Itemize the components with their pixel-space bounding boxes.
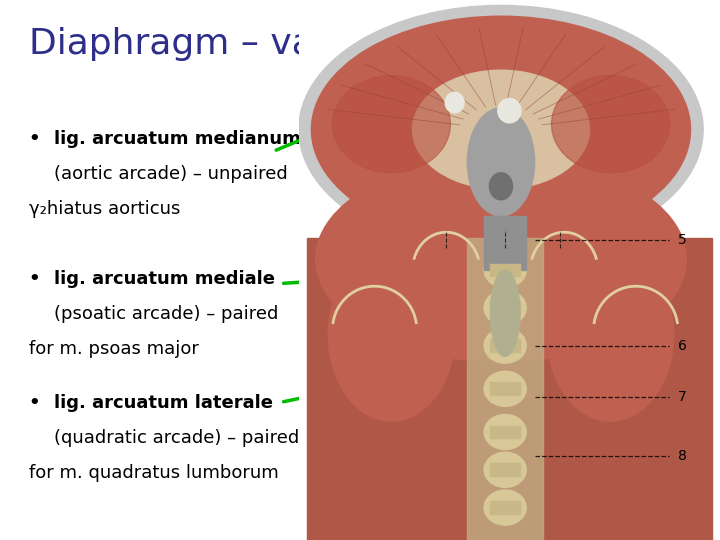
Ellipse shape: [547, 248, 674, 421]
Ellipse shape: [484, 453, 526, 487]
Ellipse shape: [333, 76, 451, 173]
Text: 7: 7: [678, 390, 687, 404]
Ellipse shape: [484, 372, 526, 406]
Polygon shape: [307, 238, 711, 540]
Bar: [490, 301, 520, 314]
Bar: [490, 426, 520, 438]
Text: (aortic arcade) – unpaired: (aortic arcade) – unpaired: [54, 165, 288, 183]
Text: lig. arcuatum medianum: lig. arcuatum medianum: [54, 130, 301, 147]
Bar: [490, 501, 520, 514]
Text: •: •: [29, 394, 40, 412]
Ellipse shape: [498, 98, 521, 123]
Bar: [490, 463, 520, 476]
Text: for m. quadratus lumborum: for m. quadratus lumborum: [29, 464, 279, 482]
Ellipse shape: [312, 16, 690, 243]
Text: γ₂hiatus aorticus: γ₂hiatus aorticus: [29, 200, 180, 218]
Ellipse shape: [484, 490, 526, 525]
Ellipse shape: [484, 415, 526, 449]
Text: (quadratic arcade) – paired: (quadratic arcade) – paired: [54, 429, 300, 447]
Ellipse shape: [484, 252, 526, 287]
Text: Diaphragm – vaults: Diaphragm – vaults: [29, 27, 379, 61]
Text: 8: 8: [678, 449, 687, 463]
Bar: [490, 264, 520, 276]
Bar: [490, 382, 520, 395]
Text: 6: 6: [678, 339, 687, 353]
Text: 5: 5: [678, 233, 687, 247]
Ellipse shape: [490, 173, 513, 200]
Text: lig. arcuatum mediale: lig. arcuatum mediale: [54, 270, 275, 288]
Ellipse shape: [299, 5, 703, 254]
Ellipse shape: [484, 328, 526, 363]
Ellipse shape: [315, 157, 686, 362]
Ellipse shape: [484, 291, 526, 325]
Ellipse shape: [328, 248, 454, 421]
Text: •: •: [29, 270, 40, 288]
Bar: [490, 339, 520, 352]
Ellipse shape: [490, 270, 520, 356]
Text: lig. arcuatum laterale: lig. arcuatum laterale: [54, 394, 273, 412]
Bar: [484, 216, 526, 270]
Ellipse shape: [552, 76, 670, 173]
Text: •: •: [29, 130, 40, 147]
Ellipse shape: [467, 108, 535, 216]
Text: (psoatic arcade) – paired: (psoatic arcade) – paired: [54, 305, 279, 323]
Ellipse shape: [413, 70, 590, 189]
Ellipse shape: [445, 92, 464, 113]
Bar: [467, 238, 543, 540]
Text: for m. psoas major: for m. psoas major: [29, 340, 199, 358]
